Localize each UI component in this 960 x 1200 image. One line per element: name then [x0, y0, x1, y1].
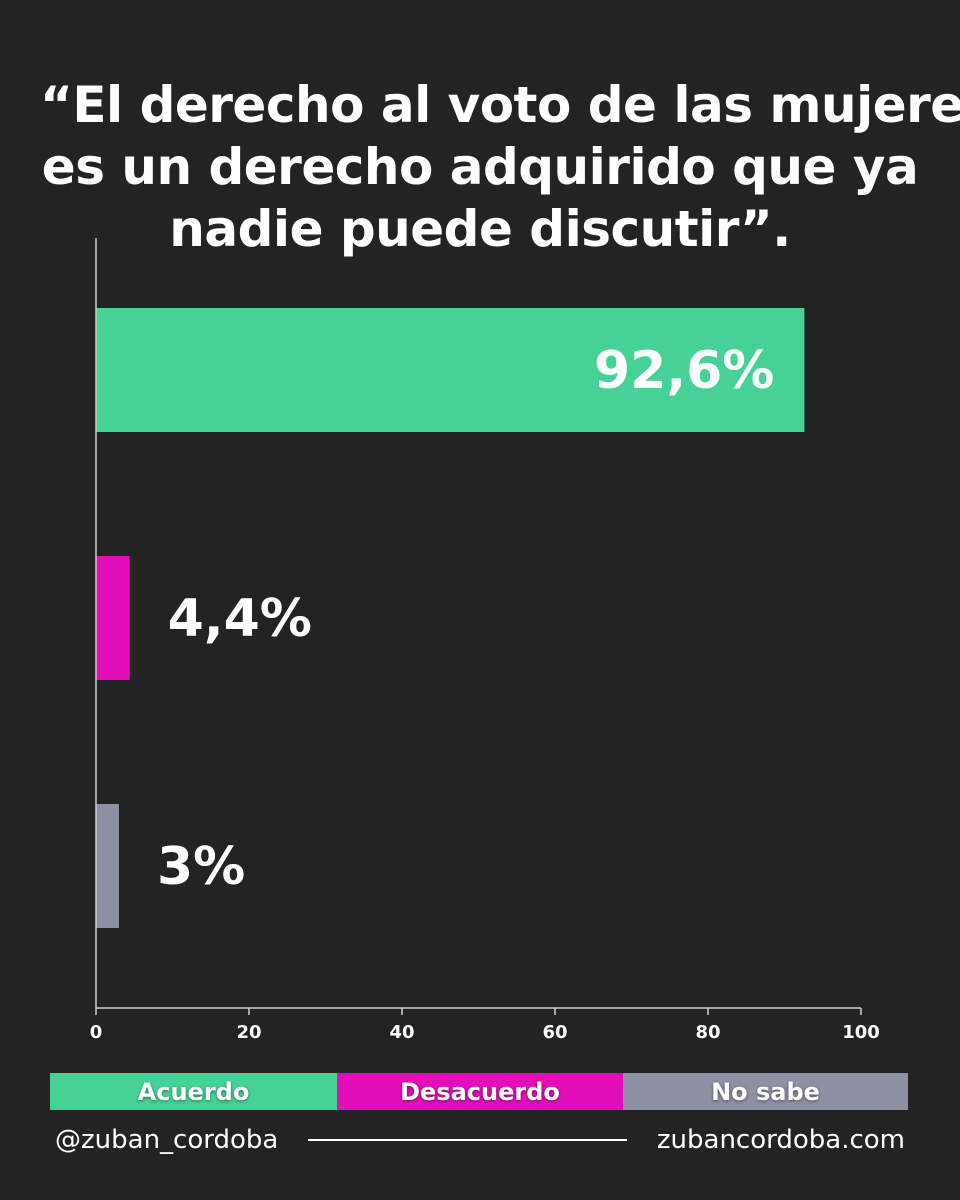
data-label: 4,4%	[168, 589, 312, 649]
chart-title: “El derecho al voto de las mujeres es un…	[40, 74, 960, 260]
title-line-1: “El derecho al voto de las mujeres	[40, 76, 960, 134]
title-line-3: nadie puede discutir”.	[169, 200, 791, 258]
website-link: zubancordoba.com	[656, 1125, 905, 1155]
social-handle: @zuban_cordoba	[55, 1125, 279, 1155]
data-label: 92,6%	[594, 341, 774, 401]
x-tick-label: 100	[842, 1022, 880, 1043]
footer: @zuban_cordoba zubancordoba.com	[55, 1120, 905, 1160]
bar-no-sabe	[96, 804, 119, 928]
footer-divider	[308, 1139, 627, 1141]
legend-item-no-sabe: No sabe	[623, 1073, 908, 1110]
title-line-2: es un derecho adquirido que ya	[41, 138, 919, 196]
x-tick-label: 20	[236, 1022, 261, 1043]
x-tick-label: 0	[90, 1022, 103, 1043]
x-tick-label: 40	[389, 1022, 414, 1043]
legend-item-acuerdo: Acuerdo	[50, 1073, 337, 1110]
legend: Acuerdo Desacuerdo No sabe	[50, 1073, 908, 1110]
x-tick-label: 60	[542, 1022, 567, 1043]
legend-item-desacuerdo: Desacuerdo	[337, 1073, 623, 1110]
bar-desacuerdo	[96, 556, 130, 680]
bar-acuerdo	[96, 308, 805, 432]
bar-chart: 0 20 40 60 80 100 92,6% 4,4% 3%	[90, 238, 880, 1043]
data-label: 3%	[157, 837, 245, 897]
x-tick-label: 80	[695, 1022, 720, 1043]
